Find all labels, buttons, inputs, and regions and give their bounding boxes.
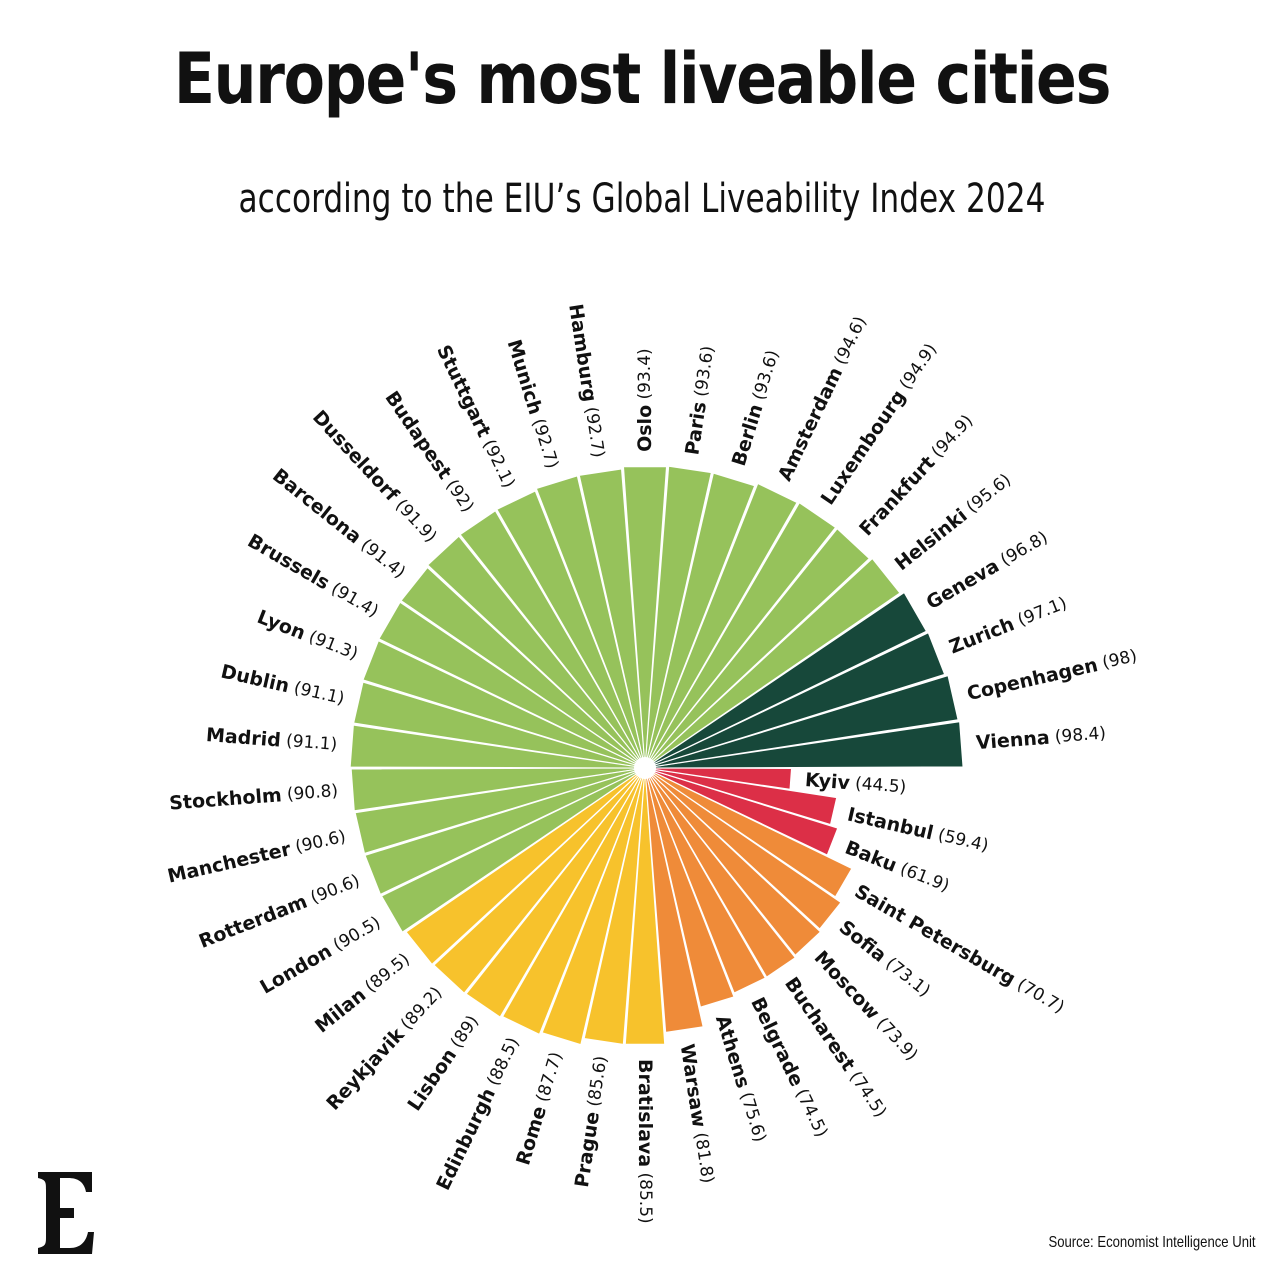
label-warsaw: Warsaw (81.8) [676,1042,719,1184]
bar-paris [644,465,712,769]
bar-lisbon [465,767,646,1018]
economist-logo-icon [38,1172,94,1254]
bar-brussels [378,601,646,769]
bar-madrid [349,724,646,769]
bar-istanbul [644,767,838,826]
bar-london [380,767,646,933]
bar-berlin [644,472,756,769]
bar-stockholm [350,767,646,812]
bar-edinburgh [501,767,646,1035]
bar-warsaw [644,767,704,1033]
label-madrid: Madrid (91.1) [205,724,338,756]
label-prague: Prague (85.6) [570,1054,612,1188]
bar-bratislava [624,767,666,1045]
bar-sofia [644,767,842,930]
chart-title: Europe's most liveable cities [173,38,1112,120]
bar-lyon [362,640,646,769]
bar-belgrade [644,767,767,994]
bar-munich [535,475,646,769]
bar-athens [644,767,735,1008]
bar-saint-petersburg [644,767,853,898]
bar-zurich [644,632,946,769]
label-paris: Paris (93.6) [681,344,719,456]
label-oslo: Oslo (93.4) [634,348,656,452]
bar-manchester [354,767,646,855]
bar-hamburg [578,468,646,769]
label-manchester: Manchester (90.6) [165,825,347,887]
bar-rotterdam [364,767,646,895]
label-vienna: Vienna (98.4) [975,722,1106,754]
bar-barcelona [400,566,646,769]
bar-dublin [353,681,646,769]
bar-amsterdam [644,482,798,769]
bar-milan [405,767,646,966]
bar-frankfurt [644,528,870,769]
label-munich: Munich (92.7) [503,337,563,471]
bar-luxembourg [644,502,837,769]
bar-vienna [644,721,964,769]
bar-dusseldorf [427,535,646,769]
bar-bucharest [644,767,796,978]
bar-budapest [459,510,646,769]
bar-moscow [644,767,822,956]
label-rome: Rome (87.7) [512,1049,567,1167]
label-berlin: Berlin (93.6) [727,347,783,468]
bar-geneva [644,591,928,769]
label-bratislava: Bratislava (85.5) [635,1059,657,1224]
label-copenhagen: Copenhagen (98) [965,645,1139,705]
label-hamburg: Hamburg (92.7) [565,302,610,459]
chart-subtitle: according to the EIU’s Global Liveabilit… [238,176,1046,222]
source-note: Source: Economist Intelligence Unit [1048,1234,1256,1251]
center-hole [634,757,656,779]
label-kyiv: Kyiv (44.5) [804,769,907,799]
label-stockholm: Stockholm (90.8) [168,780,338,815]
label-lyon: Lyon (91.3) [254,605,361,664]
bar-oslo [622,466,668,769]
label-zurich: Zurich (97.1) [946,592,1070,658]
bar-baku [644,767,839,856]
bar-rome [541,767,646,1046]
bar-prague [583,767,646,1045]
bar-stuttgart [496,490,646,769]
bar-group [349,465,964,1046]
bar-helsinki [644,557,901,769]
bar-copenhagen [644,675,959,769]
bar-reykjavik [433,767,646,994]
label-dublin: Dublin (91.1) [219,660,347,709]
bar-kyiv [644,767,793,790]
